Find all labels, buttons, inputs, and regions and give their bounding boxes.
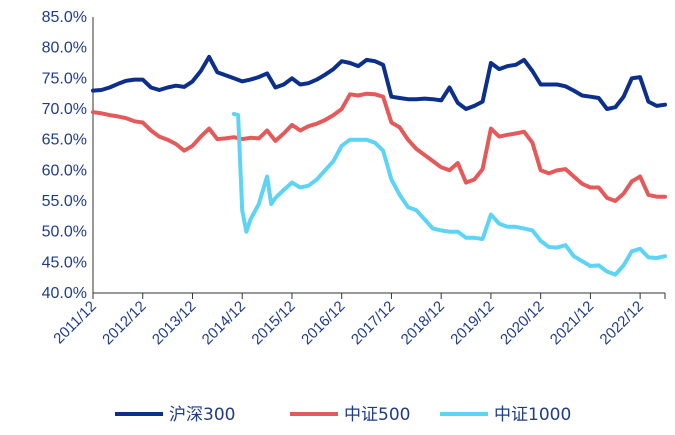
x-tick-label: 2012/12: [99, 298, 149, 348]
legend-label-1: 沪深300: [169, 405, 235, 425]
x-tick-label: 2019/12: [447, 298, 497, 348]
x-tick-label: 2017/12: [348, 298, 398, 348]
legend-label-2: 中证500: [344, 405, 410, 425]
x-tick-label: 2020/12: [497, 298, 547, 348]
x-axis-tick-labels: 2011/12 2012/12 2013/12 2014/12 2015/12 2016/…: [50, 293, 666, 348]
series-lines: [91, 54, 667, 277]
y-tick-label: 80.0%: [42, 40, 87, 57]
y-tick-label: 55.0%: [42, 193, 87, 210]
y-tick-label: 50.0%: [42, 224, 87, 241]
legend-label-3: 中证1000: [494, 405, 571, 425]
y-tick-label: 75.0%: [42, 70, 87, 87]
y-tick-label: 40.0%: [42, 285, 87, 302]
y-tick-label: 45.0%: [42, 254, 87, 271]
y-tick-label: 60.0%: [42, 162, 87, 179]
y-tick-label: 65.0%: [42, 132, 87, 149]
x-tick-label: 2018/12: [398, 298, 448, 348]
x-tick-label: 2022/12: [597, 298, 647, 348]
chart-axes: [92, 17, 665, 294]
x-tick-label: 2021/12: [547, 298, 597, 348]
x-tick-label: 2011/12: [50, 298, 100, 348]
x-tick-label: 2013/12: [149, 298, 199, 348]
x-tick-label: 2014/12: [199, 298, 249, 348]
legend: 沪深300 中证500 中证1000: [115, 405, 571, 425]
series-line-2: [91, 91, 667, 203]
y-tick-label: 70.0%: [42, 101, 87, 118]
x-tick-label: 2016/12: [298, 298, 348, 348]
x-tick-label: 2015/12: [248, 298, 298, 348]
series-line-3: [231, 111, 667, 277]
y-axis-tick-labels: 85.0% 80.0% 75.0% 70.0% 65.0% 60.0% 55.0% 50.0%…: [42, 9, 87, 302]
y-tick-label: 85.0%: [42, 9, 87, 26]
series-line-1: [91, 54, 667, 111]
